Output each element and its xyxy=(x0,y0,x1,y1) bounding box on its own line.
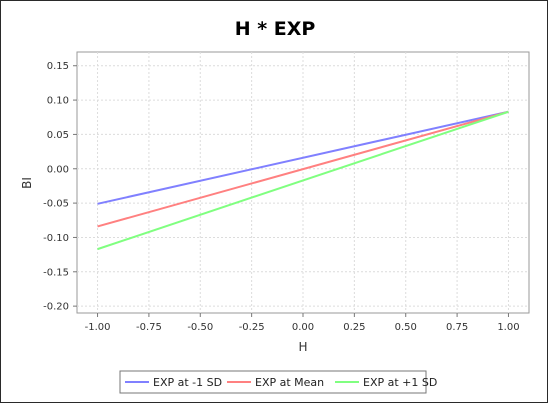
x-tick-label: 0.50 xyxy=(395,322,417,333)
y-tick-label: 0.10 xyxy=(47,96,69,107)
series-line-exp-at-1-sd xyxy=(97,110,509,205)
y-axis-label: BI xyxy=(20,177,34,189)
y-tick-label: 0.00 xyxy=(47,164,69,175)
x-tick-label: -1.00 xyxy=(85,322,111,333)
legend-label: EXP at +1 SD xyxy=(363,376,437,389)
series-line-exp-at-1-sd xyxy=(97,110,509,251)
series-lines xyxy=(97,110,509,251)
y-tick-label: -0.05 xyxy=(43,199,69,210)
x-axis-label: H xyxy=(298,340,307,354)
y-tick-label: -0.10 xyxy=(43,233,69,244)
y-tick-label: -0.15 xyxy=(43,267,69,278)
x-tick-label: -0.75 xyxy=(136,322,162,333)
grid-lines xyxy=(77,52,529,313)
chart-title: H * EXP xyxy=(235,18,316,40)
legend-label: EXP at -1 SD xyxy=(153,376,222,389)
x-tick-label: 0.25 xyxy=(343,322,365,333)
x-tick-label: -0.50 xyxy=(187,322,213,333)
legend-label: EXP at Mean xyxy=(255,376,324,389)
y-tick-label: 0.15 xyxy=(47,61,69,72)
y-tick-label: -0.20 xyxy=(43,302,69,313)
x-tick-label: 0.75 xyxy=(446,322,468,333)
y-axis-ticks: 0.15 0.10 0.05 0.00 -0.05 -0.10 -0.15 -0.20 xyxy=(43,61,77,313)
legend-box xyxy=(119,370,427,394)
legend: EXP at -1 SD EXP at Mean EXP at +1 SD xyxy=(125,376,437,389)
x-tick-label: -0.25 xyxy=(239,322,265,333)
y-tick-label: 0.05 xyxy=(47,130,69,141)
x-axis-ticks: -1.00 -0.75 -0.50 -0.25 0.00 0.25 0.50 0.75 1.00 xyxy=(85,313,520,333)
series-line-exp-at-mean xyxy=(97,110,509,228)
x-tick-label: 0.00 xyxy=(292,322,314,333)
x-tick-label: 1.00 xyxy=(497,322,519,333)
